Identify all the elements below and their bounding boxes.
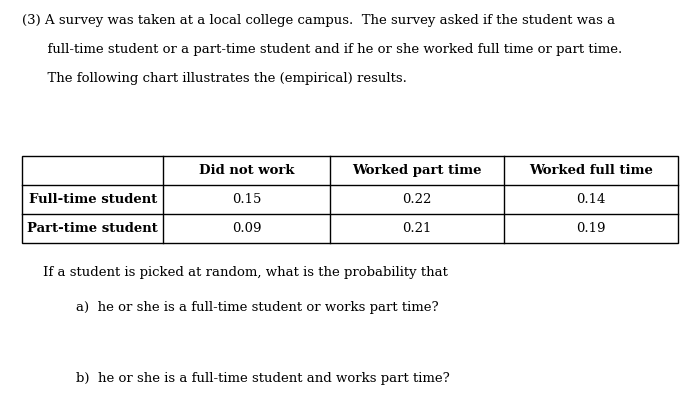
Text: 0.09: 0.09 [232, 222, 261, 235]
Text: Worked full time: Worked full time [529, 164, 653, 177]
Text: Did not work: Did not work [199, 164, 295, 177]
Text: The following chart illustrates the (empirical) results.: The following chart illustrates the (emp… [22, 72, 407, 85]
Text: a)  he or she is a full-time student or works part time?: a) he or she is a full-time student or w… [76, 301, 439, 314]
Bar [22, 156, 678, 243]
Text: 0.19: 0.19 [576, 222, 606, 235]
Text: 0.21: 0.21 [403, 222, 432, 235]
Text: full-time student or a part-time student and if he or she worked full time or pa: full-time student or a part-time student… [22, 43, 622, 56]
Text: 0.14: 0.14 [576, 193, 606, 206]
Text: 0.15: 0.15 [232, 193, 261, 206]
Text: Part-time student: Part-time student [27, 222, 158, 235]
Text: Full-time student: Full-time student [28, 193, 157, 206]
Text: If a student is picked at random, what is the probability that: If a student is picked at random, what i… [43, 266, 448, 279]
Text: (3) A survey was taken at a local college campus.  The survey asked if the stude: (3) A survey was taken at a local colleg… [22, 14, 615, 27]
Text: Worked part time: Worked part time [353, 164, 482, 177]
Text: 0.22: 0.22 [403, 193, 432, 206]
Text: b)  he or she is a full-time student and works part time?: b) he or she is a full-time student and … [76, 372, 450, 385]
